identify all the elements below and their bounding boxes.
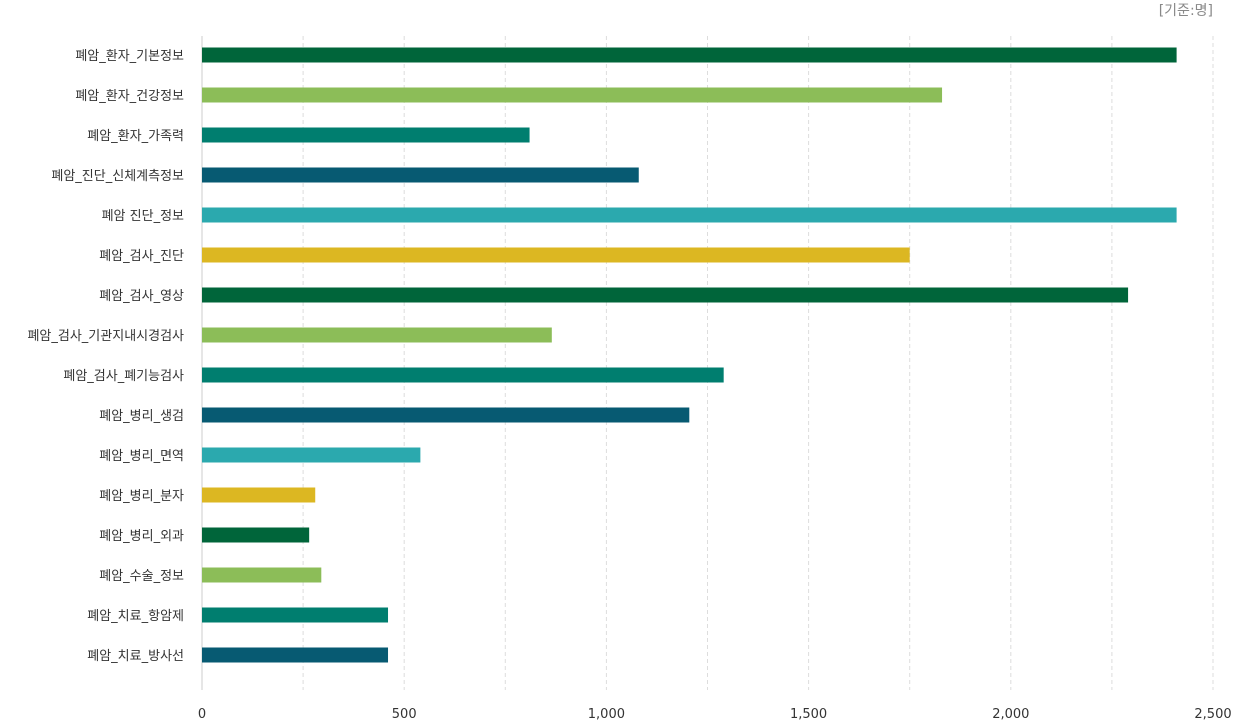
category-label: 폐암_환자_건강정보 (75, 89, 184, 104)
unit-label: [기준:명] (1158, 3, 1213, 19)
category-label: 폐암_수술_정보 (99, 569, 184, 584)
category-label: 폐암_병리_외과 (99, 529, 184, 544)
x-tick-label: 2,000 (992, 707, 1029, 722)
bar (202, 487, 316, 503)
category-label: 폐암_검사_진단 (99, 249, 184, 264)
x-tick-label: 2,500 (1194, 707, 1231, 722)
bar (202, 167, 639, 183)
x-tick-label: 1,000 (588, 707, 625, 722)
category-label: 폐암_검사_폐기능검사 (63, 369, 184, 384)
category-labels: 폐암_환자_기본정보폐암_환자_건강정보폐암_환자_가족력폐암_진단_신체계측정… (27, 49, 184, 664)
category-label: 폐암 진단_정보 (102, 209, 184, 224)
category-label: 폐암_병리_면역 (99, 449, 184, 464)
bar (202, 207, 1177, 223)
bar (202, 327, 552, 343)
category-label: 폐암_치료_방사선 (87, 649, 184, 664)
category-label: 폐암_검사_기관지내시경검사 (27, 329, 184, 344)
bar (202, 367, 724, 383)
x-tick-label: 500 (392, 707, 417, 722)
grid (201, 36, 1214, 690)
bar (202, 87, 943, 103)
bar (202, 647, 389, 663)
bar (202, 407, 690, 423)
bar (202, 247, 910, 263)
bar (202, 127, 530, 143)
bars (202, 47, 1177, 663)
bar (202, 447, 421, 463)
category-label: 폐암_병리_생검 (99, 409, 184, 424)
x-tick-label: 1,500 (790, 707, 827, 722)
x-tick-label: 0 (198, 707, 206, 722)
bar (202, 607, 389, 623)
category-label: 폐암_환자_가족력 (87, 129, 184, 144)
category-label: 폐암_치료_항암제 (87, 609, 184, 624)
category-label: 폐암_병리_분자 (99, 489, 184, 504)
bar (202, 567, 322, 583)
category-label: 폐암_진단_신체계측정보 (51, 169, 184, 184)
bar (202, 287, 1129, 303)
bar (202, 527, 310, 543)
x-axis-ticks: 0 500 1,000 1,500 2,000 2,500 (198, 707, 1232, 722)
bar (202, 47, 1177, 63)
category-label: 폐암_환자_기본정보 (75, 49, 184, 64)
category-label: 폐암_검사_영상 (99, 289, 184, 304)
